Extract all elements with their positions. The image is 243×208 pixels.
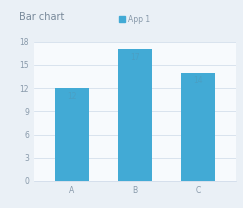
Text: 14: 14 (193, 76, 203, 85)
Bar (181, 73, 215, 181)
Text: 12: 12 (67, 92, 77, 101)
Text: Bar chart: Bar chart (19, 12, 65, 22)
Bar (118, 49, 152, 181)
Text: 17: 17 (130, 53, 140, 62)
Legend: App 1: App 1 (119, 15, 150, 24)
Bar (54, 88, 89, 181)
